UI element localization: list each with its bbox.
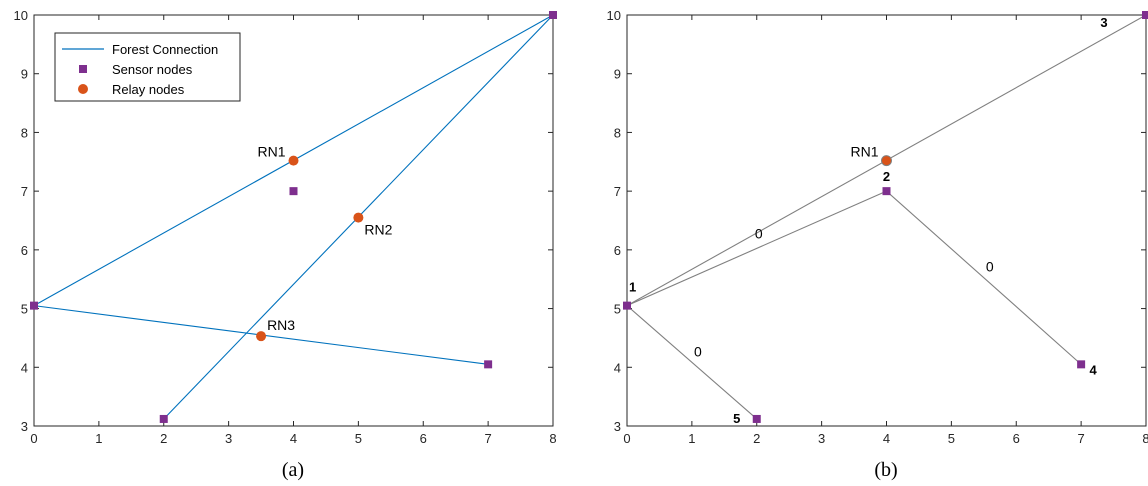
panel-caption: (b) <box>874 459 897 481</box>
sensor-node-marker <box>159 414 168 423</box>
panel-caption: (a) <box>282 459 304 481</box>
legend-sensor-label: Sensor nodes <box>112 62 193 77</box>
y-tick-label: 4 <box>614 360 621 375</box>
sensor-node-number: 4 <box>1090 362 1098 377</box>
relay-node-label: RN1 <box>850 144 878 160</box>
x-tick-label: 8 <box>1142 431 1148 446</box>
y-tick-label: 8 <box>21 125 28 140</box>
graph-edge <box>626 305 758 420</box>
x-tick-label: 3 <box>225 431 232 446</box>
relay-node-marker <box>881 155 892 167</box>
legend-relay-label: Relay nodes <box>112 82 185 97</box>
sensor-node-marker <box>30 301 38 310</box>
legend: Forest Connection Sensor nodes Relay nodes <box>54 32 241 102</box>
relay-node-label: RN2 <box>364 222 392 238</box>
y-tick-label: 8 <box>614 125 621 140</box>
legend-square-icon <box>79 65 87 73</box>
relay-node-marker <box>256 331 267 342</box>
x-tick-label: 5 <box>355 431 362 446</box>
x-tick-label: 7 <box>485 431 492 446</box>
y-tick-label: 9 <box>614 67 621 82</box>
sensor-node-marker <box>882 187 891 196</box>
y-tick-label: 9 <box>21 67 28 82</box>
sensor-node-marker <box>484 360 493 369</box>
x-tick-label: 4 <box>290 431 297 446</box>
sensor-node-marker <box>1142 11 1148 19</box>
x-tick-label: 2 <box>753 431 760 446</box>
y-tick-label: 3 <box>21 419 28 434</box>
relay-node-marker <box>353 212 364 223</box>
graph-edge <box>886 190 1082 365</box>
y-tick-label: 7 <box>21 184 28 199</box>
legend-circle-icon <box>78 84 88 94</box>
chart-a: 0 1 2 3 4 5 6 7 8 3 4 5 6 7 8 9 10 RN1 RN2 RN3 Forest Connec… <box>14 8 557 481</box>
relay-node-label: RN3 <box>267 317 295 333</box>
relay-node-marker <box>288 155 299 166</box>
legend-forest-label: Forest Connection <box>112 42 218 57</box>
x-tick-label: 1 <box>95 431 102 446</box>
sensor-node-marker <box>623 301 631 310</box>
x-tick-label: 8 <box>549 431 556 446</box>
edge-weight-label: 0 <box>755 225 763 241</box>
y-tick-label: 4 <box>21 360 28 375</box>
sensor-node-marker <box>289 187 298 196</box>
edge-weight-label: 0 <box>694 343 702 359</box>
y-tick-label: 10 <box>14 8 28 23</box>
x-tick-label: 6 <box>1013 431 1020 446</box>
y-tick-label: 5 <box>21 302 28 317</box>
sensor-node-number: 3 <box>1100 15 1107 30</box>
chart-b: 0 1 2 3 4 5 6 7 8 3 4 5 6 7 8 9 10 0 0 0 1 2 3 4 5 RN1 (b) <box>607 8 1148 481</box>
sensor-node-marker <box>752 414 761 423</box>
x-tick-label: 4 <box>883 431 890 446</box>
edge-weight-label: 0 <box>986 259 994 275</box>
x-tick-label: 0 <box>623 431 630 446</box>
graph-edge <box>626 190 887 307</box>
y-tick-label: 7 <box>614 184 621 199</box>
x-tick-label: 1 <box>688 431 695 446</box>
y-tick-label: 5 <box>614 302 621 317</box>
relay-node-label: RN1 <box>257 144 285 160</box>
y-tick-label: 3 <box>614 419 621 434</box>
y-tick-label: 6 <box>21 243 28 258</box>
x-tick-label: 2 <box>160 431 167 446</box>
sensor-node-marker <box>549 11 557 19</box>
sensor-node-number: 5 <box>733 411 740 426</box>
y-tick-label: 6 <box>614 243 621 258</box>
sensor-node-number: 2 <box>883 169 890 184</box>
x-tick-label: 3 <box>818 431 825 446</box>
x-tick-label: 6 <box>420 431 427 446</box>
x-tick-label: 0 <box>30 431 37 446</box>
sensor-node-number: 1 <box>629 280 636 295</box>
y-tick-label: 10 <box>607 8 621 23</box>
x-tick-label: 5 <box>948 431 955 446</box>
sensor-node-marker <box>1077 360 1086 369</box>
axes-box <box>626 14 1147 427</box>
x-tick-label: 7 <box>1078 431 1085 446</box>
